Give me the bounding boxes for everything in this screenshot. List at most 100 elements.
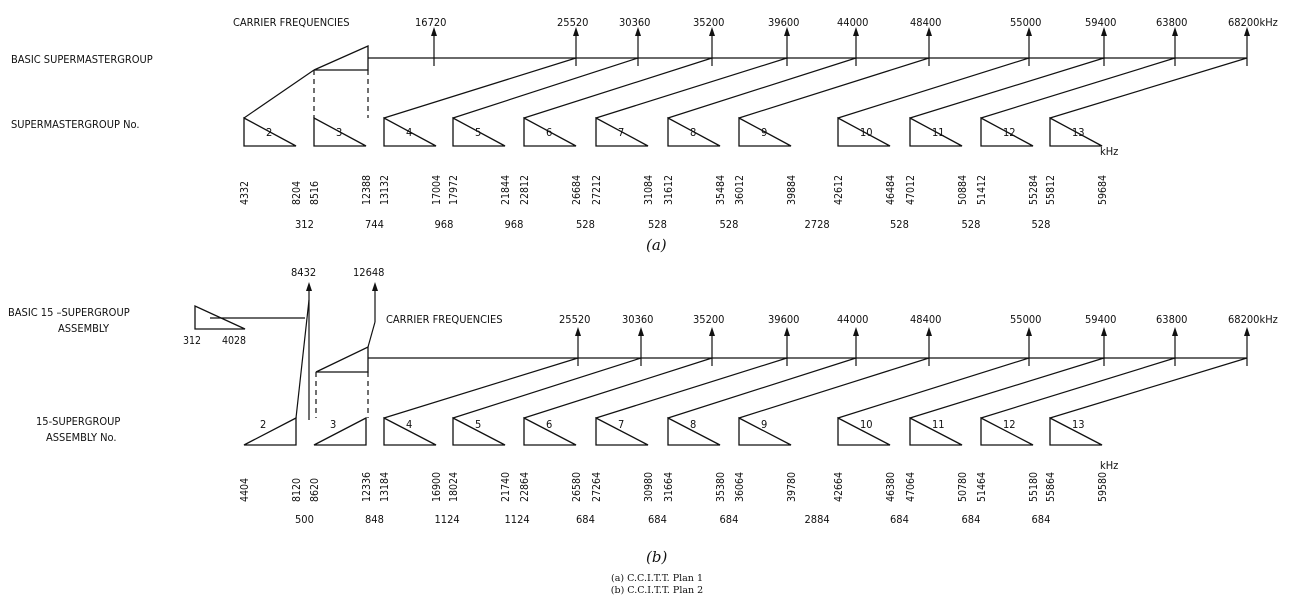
plan2-group-number: 10: [860, 418, 873, 431]
plan1-connector: [595, 57, 788, 119]
plan1-connector: [837, 57, 1030, 119]
plan1-group-number: 2: [266, 126, 272, 139]
plan1-basic-triangle: [313, 44, 369, 71]
plan2-freq-high: 59580: [1097, 472, 1109, 502]
plan1-freq-low: 4332: [239, 181, 251, 205]
plan2-freq-high: 50780: [957, 472, 969, 502]
plan1-group-triangle: [837, 116, 891, 147]
plan2-connector: [523, 357, 713, 419]
plan1-carrier-arrow: [926, 27, 932, 36]
plan2-gap-value: 500: [295, 513, 314, 526]
plan2-carrier-arrow: [709, 327, 715, 336]
plan2-freq-high: 30980: [643, 472, 655, 502]
plan1-freq-high: 59684: [1097, 175, 1109, 205]
plan1-group-triangle: [738, 116, 792, 147]
plan1-gap-value: 312: [295, 218, 314, 231]
plan1-carrier-label: CARRIER FREQUENCIES: [233, 16, 350, 29]
plan1-freq-low: 55812: [1045, 175, 1057, 205]
plan1-gap-value: 528: [890, 218, 909, 231]
plan1-carrier-label: 39600: [768, 16, 799, 29]
plan2-group-number: 2: [260, 418, 266, 431]
plan2-carrier-label: 30360: [622, 313, 653, 326]
plan1-carrier-arrow: [573, 27, 579, 36]
plan2-carrier-12648-arrow: [372, 282, 378, 291]
plan1-carrier-arrow: [1101, 27, 1107, 36]
plan2-gap-value: 684: [890, 513, 909, 526]
plan2-connector: [383, 357, 579, 419]
plan1-group-triangle: [1049, 116, 1103, 147]
plan2-group-number: 6: [546, 418, 552, 431]
plan2-freq-low: 51464: [976, 472, 988, 502]
plan2-group-triangle: [837, 416, 891, 446]
plan1-freq-high: 31084: [643, 175, 655, 205]
plan2-group-triangle: [383, 416, 437, 446]
plan2-group-triangle: [452, 416, 506, 446]
plan2-top-carrier-2: 12648: [353, 266, 384, 279]
plan1-gap-value: 968: [505, 218, 524, 231]
plan1-freq-high: 12388: [361, 175, 373, 205]
plan1-freq-low: 22812: [519, 175, 531, 205]
plan1-panel: CARRIER FREQUENCIES BASIC SUPERMASTERGRO…: [11, 16, 1278, 254]
plan2-group-number: 12: [1003, 418, 1016, 431]
plan2-group-triangle: [909, 416, 963, 446]
plan1-freq-high: 35484: [715, 175, 727, 205]
plan2-row-label-2: ASSEMBLY No.: [46, 431, 117, 444]
plan2-freq-high: 8120: [291, 478, 303, 502]
plan1-freq-high: 55284: [1028, 175, 1040, 205]
plan2-carrier-arrow: [1101, 327, 1107, 336]
plan1-carrier-arrow: [709, 27, 715, 36]
plan1-link-1: [243, 69, 315, 119]
plan1-gap-value: 744: [365, 218, 384, 231]
plan1-carrier-arrow: [784, 27, 790, 36]
plan1-freq-low: 31612: [663, 175, 675, 205]
plan2-carrier-arrow: [638, 327, 644, 336]
plan2-connector: [909, 357, 1105, 419]
plan1-carrier-label: 68200kHz: [1228, 16, 1278, 29]
plan2-group-triangle: [243, 416, 297, 446]
plan2-group-number: 7: [618, 418, 624, 431]
plan2-freq-high: 12336: [361, 472, 373, 502]
plan1-gap-value: 968: [435, 218, 454, 231]
plan1-group-number: 4: [406, 126, 412, 139]
plan1-group-number: 5: [475, 126, 481, 139]
plan1-freq-low: 17972: [448, 175, 460, 205]
plan2-panel-letter: (b): [646, 548, 667, 566]
plan2-group-number: 8: [690, 418, 696, 431]
plan2-carrier-label: CARRIER FREQUENCIES: [386, 313, 503, 326]
plan1-freq-low: 47012: [905, 175, 917, 205]
plan1-group-triangle: [980, 116, 1034, 147]
plan1-group-number: 8: [690, 126, 696, 139]
plan1-group-number: 10: [860, 126, 873, 139]
plan2-panel: BASIC 15 –SUPERGROUP ASSEMBLY 312 4028 8…: [8, 266, 1278, 566]
plan2-group-triangle: [738, 416, 792, 446]
plan2-freq-low: 55864: [1045, 472, 1057, 502]
plan1-freq-low: 8516: [309, 181, 321, 205]
plan1-freq-low: 51412: [976, 175, 988, 205]
plan2-group-triangle: [595, 416, 649, 446]
plan1-gap-value: 528: [1032, 218, 1051, 231]
plan2-carrier-8432-arrow: [306, 282, 312, 291]
plan1-group-triangle: [383, 116, 437, 147]
plan1-carrier-arrow: [431, 27, 437, 36]
plan2-freq-low: 22864: [519, 472, 531, 502]
plan1-connector: [383, 57, 577, 119]
plan1-group-number: 6: [546, 126, 552, 139]
plan2-carrier-label: 55000: [1010, 313, 1041, 326]
plan1-connector: [738, 57, 930, 119]
plan2-carrier-label: 25520: [559, 313, 590, 326]
plan2-group-triangle: [667, 416, 721, 446]
plan2-group-number: 9: [761, 418, 767, 431]
plan2-carrier-arrow: [1026, 327, 1032, 336]
plan2-group-triangle: [313, 416, 367, 446]
plan2-carrier-arrow: [853, 327, 859, 336]
plan1-group-triangle: [595, 116, 649, 147]
plan1-gap-value: 528: [962, 218, 981, 231]
plan1-gap-value: 528: [648, 218, 667, 231]
plan2-unit-label: kHz: [1100, 459, 1118, 472]
plan1-freq-high: 39884: [786, 175, 798, 205]
plan1-carrier-arrow: [635, 27, 641, 36]
plan2-carrier-arrow: [926, 327, 932, 336]
plan1-group-number: 9: [761, 126, 767, 139]
plan2-gap-value: 684: [962, 513, 981, 526]
plan2-group-number: 3: [330, 418, 336, 431]
